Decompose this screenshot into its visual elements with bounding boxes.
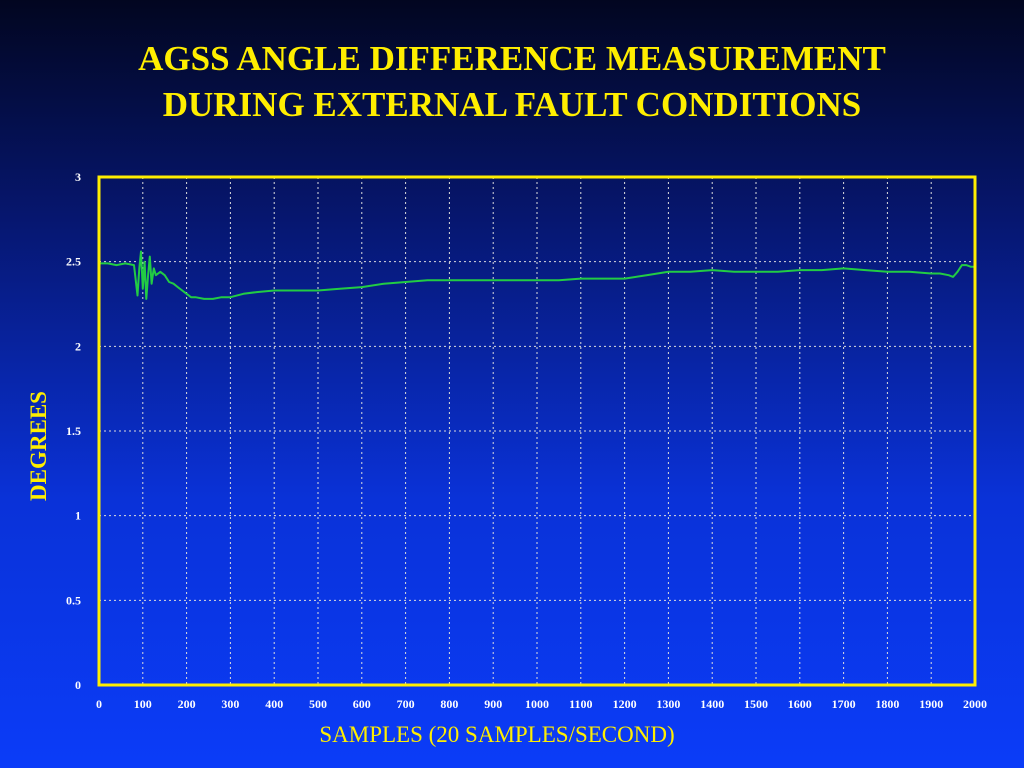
plot-area-border bbox=[97, 175, 977, 687]
x-tick-label: 1000 bbox=[525, 697, 549, 711]
x-tick-label: 700 bbox=[397, 697, 415, 711]
slide-title: AGSS ANGLE DIFFERENCE MEASUREMENT DURING… bbox=[0, 36, 1024, 128]
x-tick-label: 1400 bbox=[700, 697, 724, 711]
y-tick-label: 1 bbox=[75, 509, 81, 523]
x-tick-label: 800 bbox=[440, 697, 458, 711]
x-tick-label: 1500 bbox=[744, 697, 768, 711]
x-axis-label: SAMPLES (20 SAMPLES/SECOND) bbox=[319, 722, 674, 747]
x-tick-labels: 0 100 200 300 400 500 600 700 800 900 1000 1100 1200… bbox=[96, 697, 987, 711]
x-tick-label: 1300 bbox=[656, 697, 680, 711]
slide-title-line-2: DURING EXTERNAL FAULT CONDITIONS bbox=[162, 85, 862, 124]
y-axis-label: DEGREES bbox=[26, 391, 51, 501]
x-tick-label: 400 bbox=[265, 697, 283, 711]
y-tick-label: 2 bbox=[75, 339, 81, 353]
y-tick-label: 2.5 bbox=[66, 255, 81, 269]
slide-title-line-1: AGSS ANGLE DIFFERENCE MEASUREMENT bbox=[138, 39, 886, 78]
y-tick-labels: 0 0.5 1 1.5 2 2.5 3 bbox=[66, 170, 81, 692]
y-tick-label: 0 bbox=[75, 678, 81, 692]
y-tick-label: 3 bbox=[75, 170, 81, 184]
x-tick-label: 1200 bbox=[613, 697, 637, 711]
x-tick-label: 0 bbox=[96, 697, 102, 711]
y-tick-label: 1.5 bbox=[66, 424, 81, 438]
grid-lines bbox=[99, 177, 975, 685]
x-tick-label: 900 bbox=[484, 697, 502, 711]
x-tick-label: 1100 bbox=[569, 697, 592, 711]
x-tick-label: 600 bbox=[353, 697, 371, 711]
x-tick-label: 2000 bbox=[963, 697, 987, 711]
x-tick-label: 100 bbox=[134, 697, 152, 711]
angle-difference-series-line bbox=[99, 250, 975, 300]
y-tick-label: 0.5 bbox=[66, 593, 81, 607]
x-tick-label: 1900 bbox=[919, 697, 943, 711]
x-tick-label: 200 bbox=[178, 697, 196, 711]
x-tick-label: 1600 bbox=[788, 697, 812, 711]
x-tick-label: 500 bbox=[309, 697, 327, 711]
x-tick-label: 1700 bbox=[832, 697, 856, 711]
x-tick-label: 300 bbox=[221, 697, 239, 711]
x-tick-label: 1800 bbox=[875, 697, 899, 711]
